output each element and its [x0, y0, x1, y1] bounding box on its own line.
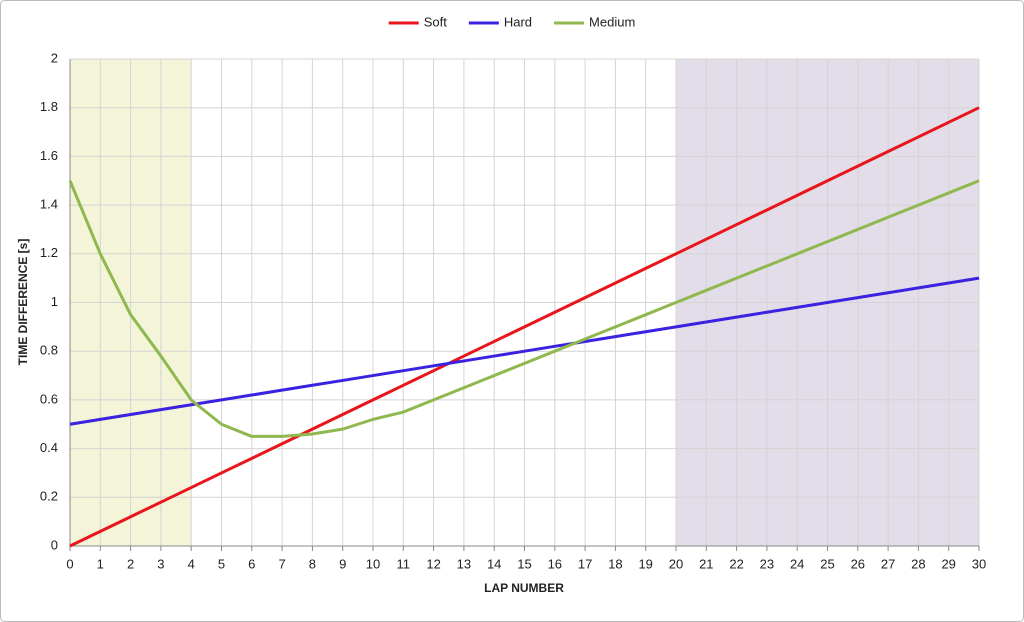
x-tick-label: 3 [157, 556, 164, 571]
y-tick-label: 1.4 [40, 197, 58, 212]
x-tick-label: 28 [911, 556, 925, 571]
x-tick-label: 4 [188, 556, 195, 571]
x-tick-label: 13 [457, 556, 471, 571]
legend-label: Soft [424, 14, 448, 29]
x-tick-label: 16 [548, 556, 562, 571]
x-tick-label: 27 [881, 556, 895, 571]
x-tick-label: 23 [760, 556, 774, 571]
x-tick-label: 24 [790, 556, 804, 571]
y-tick-label: 0.2 [40, 489, 58, 504]
x-tick-label: 26 [851, 556, 865, 571]
x-tick-label: 25 [820, 556, 834, 571]
y-tick-label: 1.6 [40, 148, 58, 163]
x-tick-label: 30 [972, 556, 986, 571]
legend: Soft Hard Medium [388, 14, 635, 29]
series-line [68, 179, 980, 438]
x-tick-label: 9 [339, 556, 346, 571]
x-tick-label: 20 [669, 556, 683, 571]
x-tick-label: 15 [517, 556, 531, 571]
x-tick-label: 29 [941, 556, 955, 571]
x-tick-label: 21 [699, 556, 713, 571]
y-tick-label: 1 [51, 294, 58, 309]
x-tick-label: 8 [309, 556, 316, 571]
legend-label: Medium [589, 14, 635, 29]
y-tick-label: 1.2 [40, 245, 58, 260]
y-tick-label: 1.8 [40, 99, 58, 114]
series-line [69, 276, 980, 426]
x-tick-label: 14 [487, 556, 501, 571]
x-tick-label: 10 [366, 556, 380, 571]
x-tick-label: 6 [248, 556, 255, 571]
y-tick-label: 0.6 [40, 391, 58, 406]
y-axis-title: TIME DIFFERENCE [s] [16, 239, 30, 366]
x-tick-label: 1 [97, 556, 104, 571]
y-tick-label: 0 [51, 537, 58, 552]
x-tick-label: 19 [638, 556, 652, 571]
y-tick-label: 0.4 [40, 440, 58, 455]
x-axis-title: LAP NUMBER [484, 581, 564, 595]
x-tick-label: 5 [218, 556, 225, 571]
x-tick-label: 12 [426, 556, 440, 571]
x-tick-label: 11 [397, 556, 411, 571]
legend-label: Hard [504, 14, 532, 29]
x-tick-label: 17 [578, 556, 592, 571]
x-tick-label: 22 [729, 556, 743, 571]
x-tick-label: 7 [278, 556, 285, 571]
series-line [69, 106, 980, 548]
x-tick-label: 2 [127, 556, 134, 571]
y-tick-label: 0.8 [40, 343, 58, 358]
x-tick-label: 0 [66, 556, 73, 571]
y-tick-label: 2 [51, 50, 58, 65]
x-tick-label: 18 [608, 556, 622, 571]
